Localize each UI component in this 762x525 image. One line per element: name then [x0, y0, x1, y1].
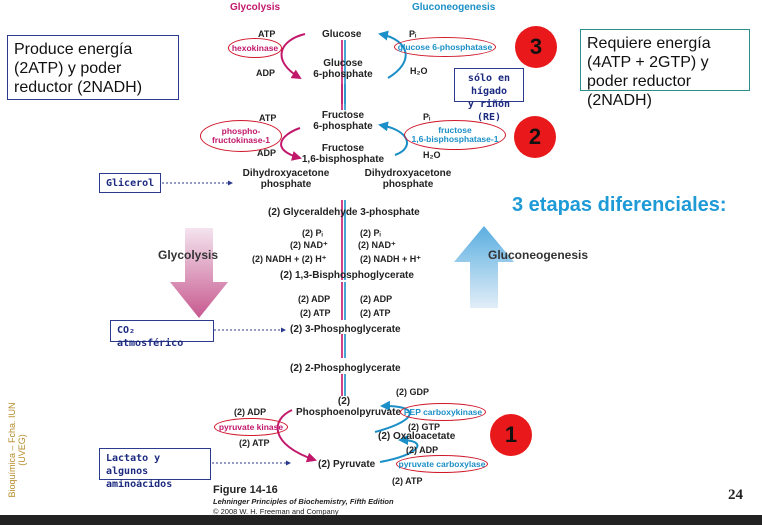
pk-arrow [276, 409, 317, 463]
cofactor-pi-left: (2) Pᵢ [302, 228, 323, 238]
cofactor-pi-right: (2) Pᵢ [360, 228, 381, 238]
footer-bar [0, 515, 762, 525]
glicerol-box: Glicerol [99, 173, 161, 193]
fructose-1-6-bisphosphate: Fructose 1,6-bisphosphate [301, 143, 385, 165]
page-number: 24 [728, 487, 743, 503]
glycolysis-summary-box: Produce energía (2ATP) y poder reductor … [7, 35, 179, 100]
cofactor-h2o-1: H₂O [410, 66, 428, 76]
cofactor-pk-atp: (2) ATP [239, 438, 270, 448]
figure-copyright: © 2008 W. H. Freeman and Company [213, 507, 339, 516]
gluconeogenesis-header: Gluconeogenesis [412, 2, 496, 13]
2-phosphoglycerate: (2) 2-Phosphoglycerate [290, 363, 401, 374]
cofactor-gdp: (2) GDP [396, 387, 430, 397]
cofactor-atp-left: (2) ATP [300, 308, 331, 318]
glucose: Glucose [322, 29, 362, 40]
cofactor-pk-adp: (2) ADP [234, 407, 267, 417]
cofactor-atp-2: ATP [259, 113, 277, 123]
glyceraldehyde-3-phosphate: (2) Glyceraldehyde 3-phosphate [268, 207, 420, 218]
cofactor-pc-adp: (2) ADP [406, 445, 439, 455]
figure-subtitle: Lehninger Principles of Biochemistry, Fi… [213, 497, 394, 506]
cofactor-atp-1: ATP [258, 29, 276, 39]
enzyme-pep-carboxykinase: PEP carboxykinase [400, 403, 486, 421]
pc-arrow [379, 435, 419, 463]
glycolysis-big-arrow [170, 228, 228, 318]
glycolysis-arrow-label: Glycolysis [158, 248, 219, 262]
enzyme-pyruvate-carboxylase: pyruvate carboxylase [396, 455, 488, 473]
co2-box: CO₂ atmosférico [110, 320, 214, 349]
gluconeogenesis-big-arrow [454, 226, 514, 308]
liver-kidney-note: sólo en hígado y riñón (RE) [454, 68, 524, 123]
pfk-arrow [280, 127, 302, 161]
lactato-box: Lactato y algunos aminoácidos [99, 448, 211, 490]
cofactor-h2o-2: H₂O [423, 150, 441, 160]
stages-heading: 3 etapas diferenciales: [512, 194, 727, 216]
cofactor-nadh-left: (2) NADH + (2) H⁺ [252, 254, 327, 264]
enzyme-pyruvate-kinase: pyruvate kinase [214, 418, 288, 436]
stage-3-marker: 3 [515, 26, 557, 68]
cofactor-pi-2: Pᵢ [423, 112, 431, 122]
cofactor-nad-right: (2) NAD⁺ [358, 240, 396, 250]
gluconeogenesis-summary-box: Requiere energía (4ATP + 2GTP) y poder r… [580, 29, 750, 109]
cofactor-pi-1: Pᵢ [409, 29, 417, 39]
fructose-6-phosphate: Fructose 6-phosphate [313, 110, 373, 132]
cofactor-nad-left: (2) NAD⁺ [290, 240, 328, 250]
cofactor-nadh-right: (2) NADH + H⁺ [360, 254, 422, 264]
enzyme-phosphofructokinase-1: phospho-fructokinase-1 [200, 120, 282, 152]
hexokinase-arrow [280, 33, 306, 80]
bisphosphoglycerate: (2) 1,3-Bisphosphoglycerate [280, 270, 414, 281]
figure-title: Figure 14-16 [213, 484, 278, 496]
stage-1-marker: 1 [490, 414, 532, 456]
cofactor-adp-2: ADP [257, 148, 277, 158]
gluconeogenesis-arrow-label: Gluconeogenesis [488, 248, 589, 262]
main-spine [341, 40, 346, 396]
cofactor-adp-1: ADP [256, 68, 276, 78]
glucose-6-phosphate: Glucose 6-phosphate [313, 58, 373, 80]
cofactor-pc-atp: (2) ATP [392, 476, 423, 486]
oxaloacetate: (2) Oxaloacetate [378, 431, 456, 442]
enzyme-glucose-6-phosphatase: glucose 6-phosphatase [394, 37, 496, 57]
enzyme-fructose-1-6-bisphosphatase-1: fructose 1,6-bisphosphatase-1 [404, 120, 506, 150]
cofactor-gtp: (2) GTP [408, 422, 441, 432]
cofactor-atp-right: (2) ATP [360, 308, 391, 318]
dhap-right: Dihydroxyacetone phosphate [364, 168, 452, 190]
enzyme-hexokinase: hexokinase [228, 38, 282, 58]
cofactor-adp-left: (2) ADP [298, 294, 331, 304]
pyruvate: (2) Pyruvate [318, 459, 376, 470]
dhap-left: Dihydroxyacetone phosphate [242, 168, 330, 190]
phosphoenolpyruvate: (2) Phosphoenolpyruvate [296, 396, 402, 418]
glycolysis-header: Glycolysis [230, 2, 281, 13]
cofactor-adp-right: (2) ADP [360, 294, 393, 304]
stage-2-marker: 2 [514, 116, 556, 158]
side-credit: Bioquímica – Fcha. IUN (UVEG) [7, 402, 27, 498]
3-phosphoglycerate: (2) 3-Phosphoglycerate [290, 324, 401, 335]
